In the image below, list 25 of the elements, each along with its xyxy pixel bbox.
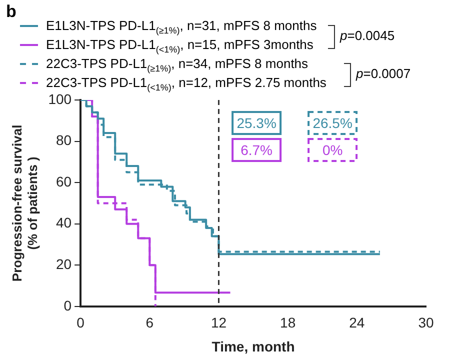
- annotation: 26.5%: [312, 114, 352, 131]
- text: p=0.0045: [340, 28, 395, 43]
- legend-label: E1L3N-TPS PD-L1$_{(≥1%)}$, n=31, mPFS 8 months: [46, 17, 317, 36]
- x-tick-label: 18: [280, 314, 296, 331]
- annotation: 6.7%: [240, 142, 273, 158]
- x-tick-label: 24: [349, 314, 365, 331]
- text: b: [6, 2, 16, 22]
- y-axis-title: Progression-free survival (% of patients ): [9, 124, 40, 282]
- annotation: 0%: [322, 142, 343, 158]
- x-tick-label: 12: [210, 314, 227, 331]
- y-tick-label: 20: [56, 256, 72, 272]
- text: p=0.0007: [356, 66, 411, 81]
- y-tick-label: 40: [56, 214, 72, 231]
- annotation: 25.3%: [236, 114, 276, 131]
- x-tick-label: 0: [76, 314, 85, 331]
- x-axis-title: Time, month: [212, 338, 295, 354]
- legend-label: E1L3N-TPS PD-L1$_{(<1%)}$, n=15, mPFS 3months: [46, 36, 314, 55]
- legend-label: 22C3-TPS PD-L1$_{(<1%)}$, n=12, mPFS 2.75 months: [46, 74, 326, 93]
- y-tick-label: 60: [56, 173, 72, 190]
- x-tick-label: 30: [418, 314, 434, 331]
- y-tick-label: 80: [56, 132, 72, 148]
- y-tick-label: 0: [64, 297, 72, 314]
- legend-label: 22C3-TPS PD-L1$_{(≥1%)}$, n=34, mPFS 8 months: [46, 55, 308, 74]
- x-tick-label: 6: [146, 314, 154, 331]
- y-tick-label: 100: [48, 90, 72, 107]
